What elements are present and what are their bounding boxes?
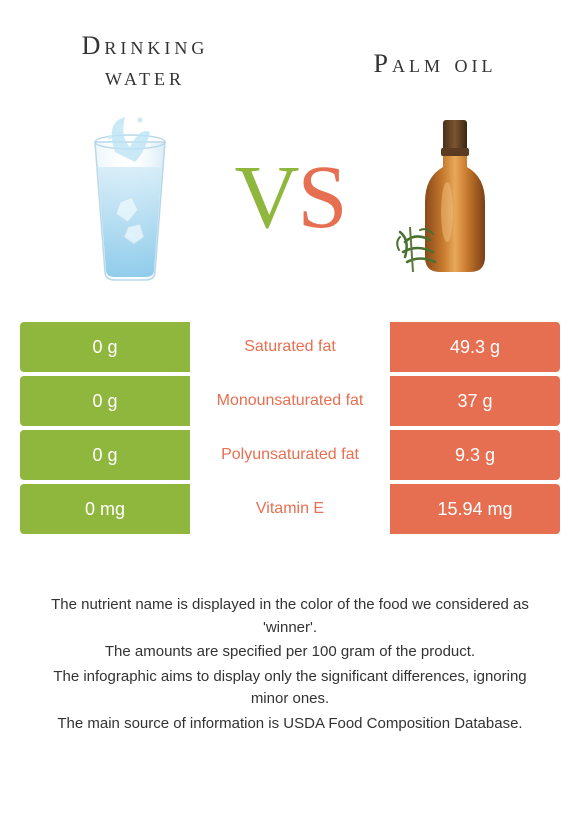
images-row: VS — [20, 102, 560, 292]
table-row: 0 gSaturated fat49.3 g — [20, 322, 560, 372]
nutrient-label: Saturated fat — [190, 322, 390, 372]
footer-line-3: The infographic aims to display only the… — [40, 666, 540, 711]
right-value: 9.3 g — [390, 430, 560, 480]
infographic-container: Drinking water Palm oil — [0, 0, 580, 757]
right-value: 15.94 mg — [390, 484, 560, 534]
left-value: 0 g — [20, 376, 190, 426]
footer-line-1: The nutrient name is displayed in the co… — [40, 594, 540, 639]
table-row: 0 gPolyunsaturated fat9.3 g — [20, 430, 560, 480]
left-value: 0 g — [20, 322, 190, 372]
footer-line-2: The amounts are specified per 100 gram o… — [40, 641, 540, 664]
right-image — [370, 102, 530, 292]
table-row: 0 gMonounsaturated fat37 g — [20, 376, 560, 426]
oil-bottle-icon — [385, 112, 515, 282]
nutrient-label: Polyunsaturated fat — [190, 430, 390, 480]
nutrient-table: 0 gSaturated fat49.3 g0 gMonounsaturated… — [20, 322, 560, 534]
footer-line-4: The main source of information is USDA F… — [40, 713, 540, 736]
vs-v: V — [234, 148, 297, 247]
left-title: Drinking water — [40, 30, 250, 92]
left-value: 0 g — [20, 430, 190, 480]
footer-notes: The nutrient name is displayed in the co… — [20, 594, 560, 735]
vs-s: S — [297, 148, 345, 247]
right-value: 49.3 g — [390, 322, 560, 372]
left-value: 0 mg — [20, 484, 190, 534]
nutrient-label: Monounsaturated fat — [190, 376, 390, 426]
water-glass-icon — [70, 112, 190, 282]
left-image — [50, 102, 210, 292]
right-value: 37 g — [390, 376, 560, 426]
table-row: 0 mgVitamin E15.94 mg — [20, 484, 560, 534]
vs-label: VS — [234, 146, 345, 249]
nutrient-label: Vitamin E — [190, 484, 390, 534]
header-row: Drinking water Palm oil — [20, 30, 560, 92]
right-title: Palm oil — [330, 48, 540, 79]
